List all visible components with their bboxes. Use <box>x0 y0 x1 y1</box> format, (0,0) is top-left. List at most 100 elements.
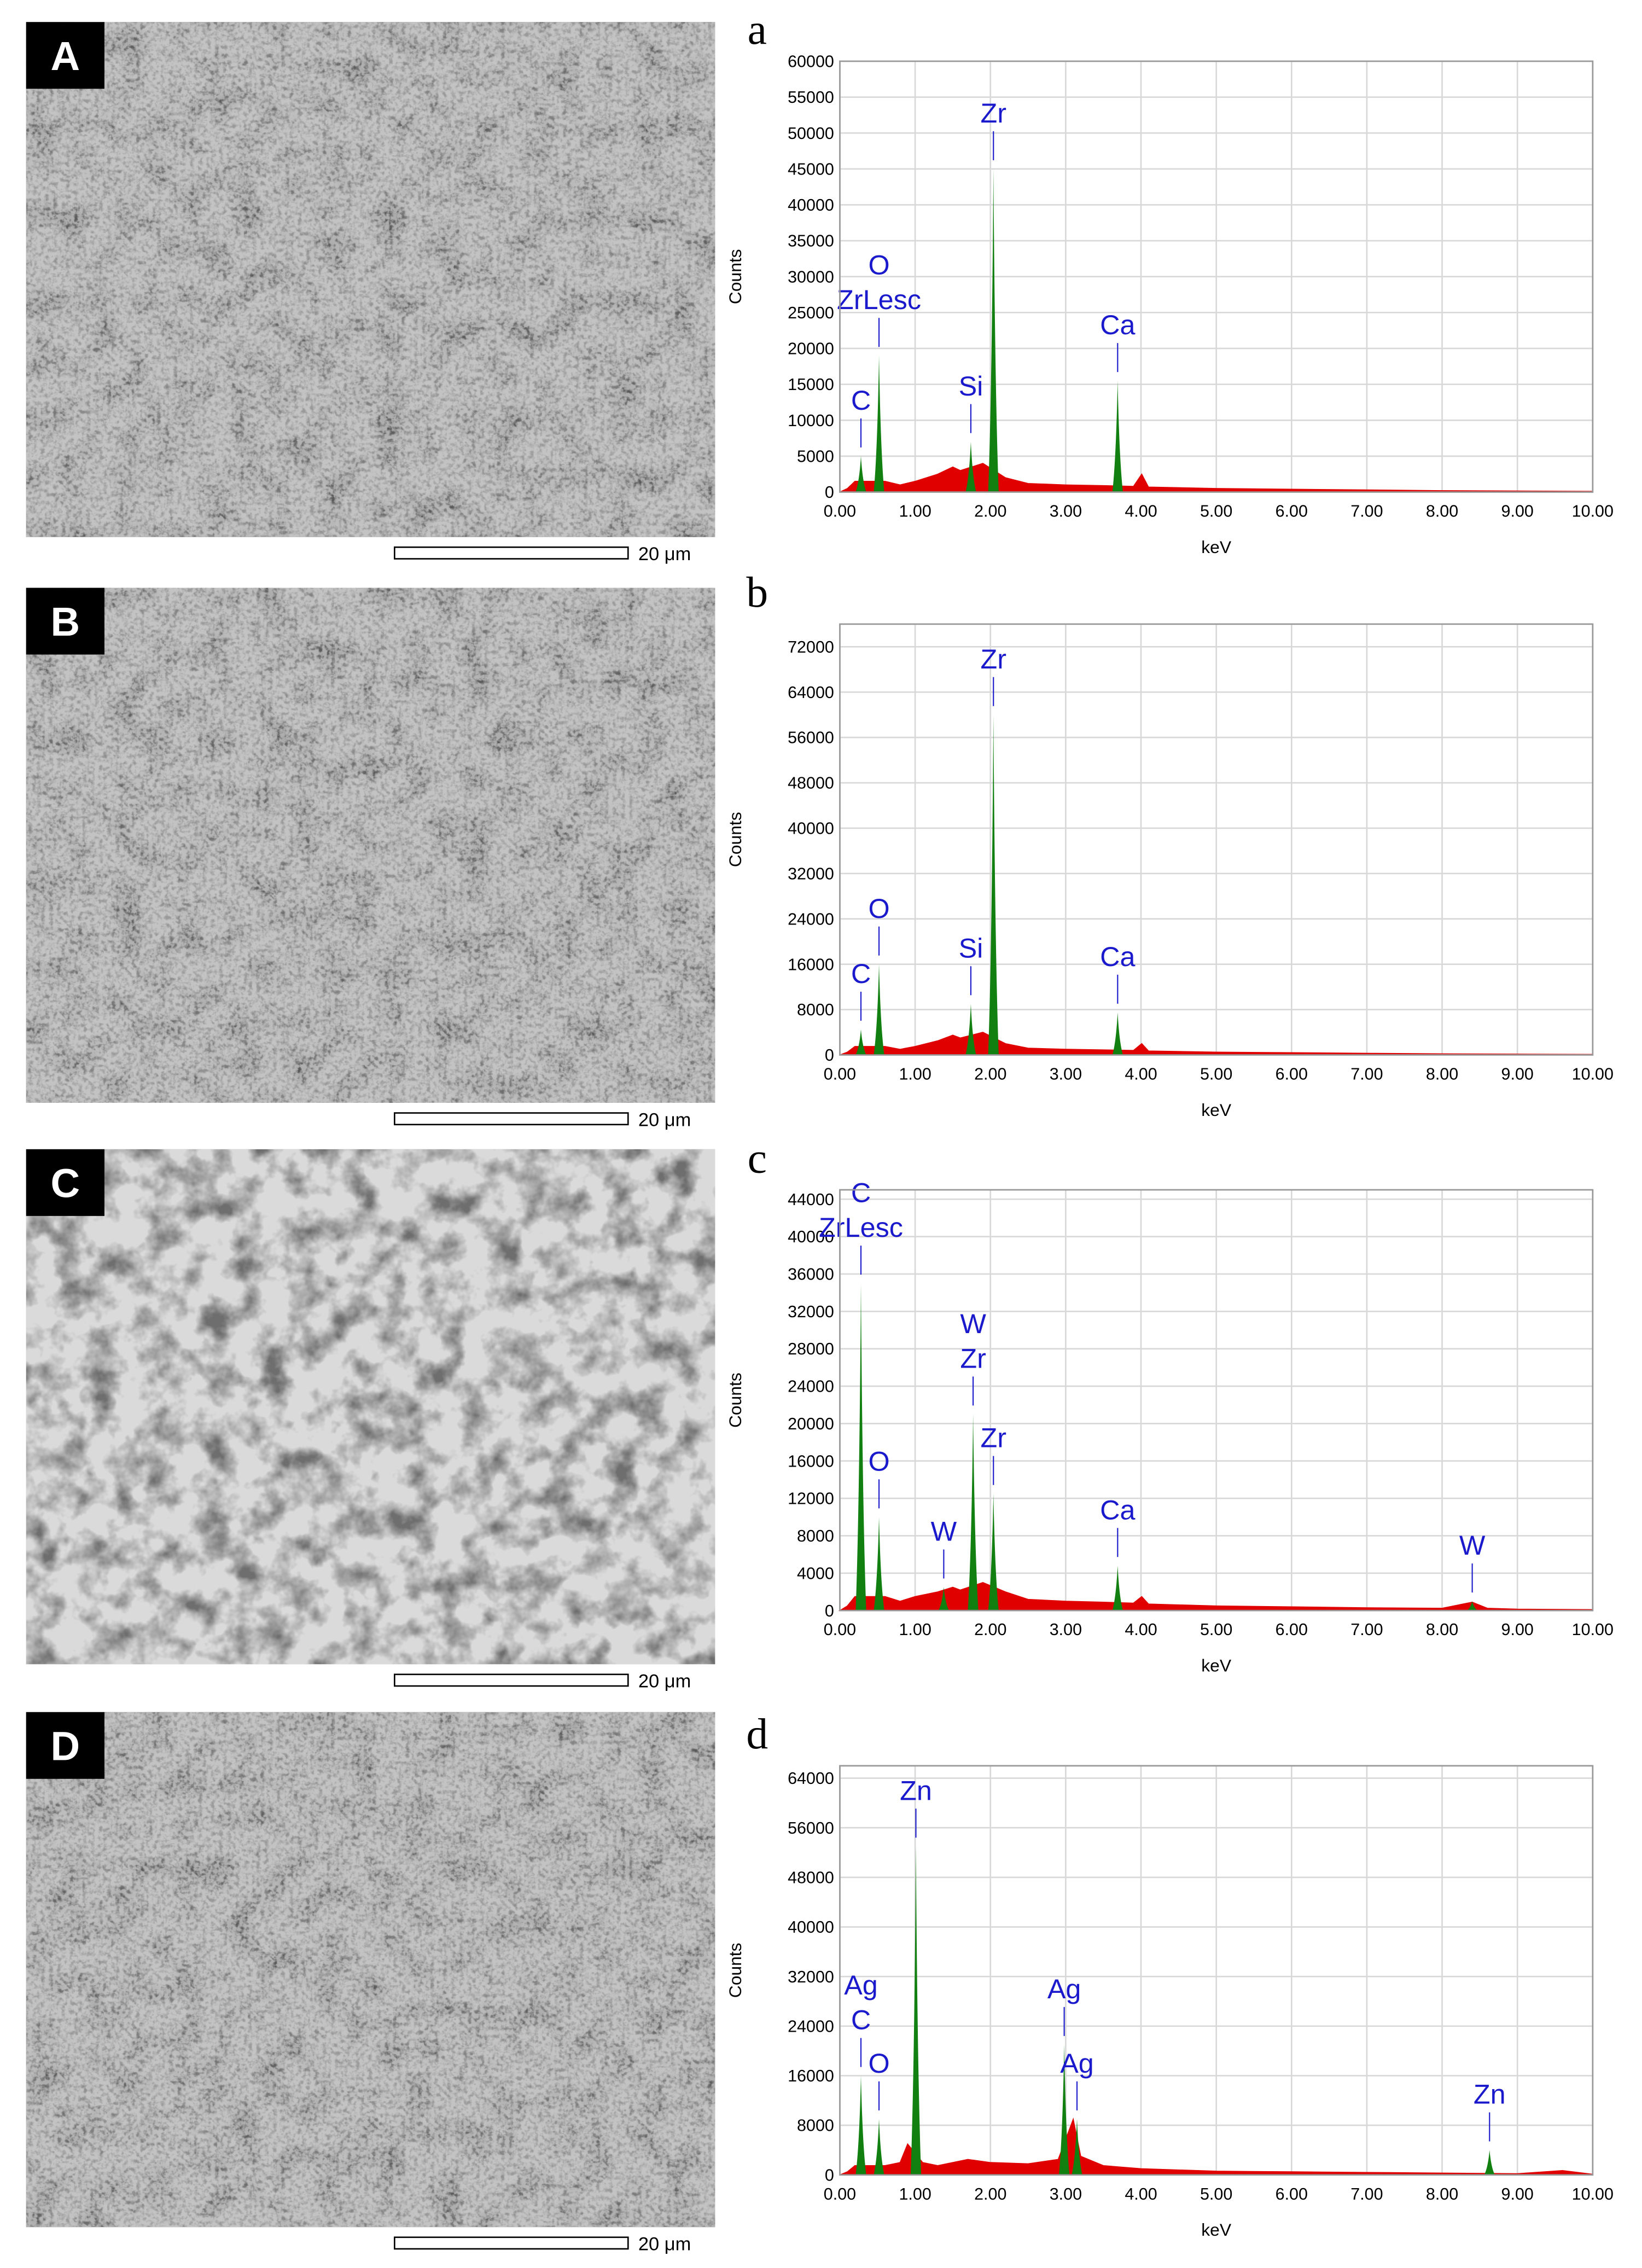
x-tick-label: 4.00 <box>1125 1065 1157 1084</box>
peak-label: O <box>868 2048 889 2079</box>
peak-label: ZrLesc <box>819 1212 903 1243</box>
sem-image-texture <box>26 1149 715 1665</box>
y-tick-label: 40000 <box>788 1918 834 1936</box>
panel-label-box <box>26 1149 104 1216</box>
peak <box>874 1517 884 1611</box>
scale-bar <box>394 546 629 560</box>
x-tick-label: 3.00 <box>1050 502 1082 521</box>
x-tick-label: 2.00 <box>974 502 1006 521</box>
y-tick-label: 64000 <box>788 683 834 702</box>
x-tick-label: 9.00 <box>1501 1065 1534 1084</box>
sem-image-texture <box>26 22 715 537</box>
y-tick-label: 24000 <box>788 2017 834 2036</box>
scale-bar-label: 20 μm <box>638 1671 691 1692</box>
plot-border <box>839 1189 1594 1612</box>
y-tick-label: 8000 <box>797 2116 834 2135</box>
x-tick-label: 4.00 <box>1125 502 1157 521</box>
peak <box>1112 1566 1123 1611</box>
peak-label: W <box>1459 1530 1486 1561</box>
peak <box>1466 1601 1478 1611</box>
x-tick-label: 10.00 <box>1572 1620 1614 1639</box>
panel-label-box <box>26 588 104 655</box>
scale-bar-label: 20 μm <box>638 2234 691 2255</box>
chart-title: a <box>748 5 767 54</box>
x-tick-label: 2.00 <box>974 1620 1006 1639</box>
y-tick-label: 0 <box>825 1046 834 1065</box>
peak-label: Ag <box>1060 2048 1094 2079</box>
peak <box>1112 1012 1123 1055</box>
plot-border <box>839 60 1594 493</box>
y-tick-label: 60000 <box>788 52 834 71</box>
peak-label: Zn <box>1474 2079 1506 2110</box>
panel-label: C <box>51 1160 80 1206</box>
x-tick-label: 8.00 <box>1426 1065 1458 1084</box>
y-axis-label: Counts <box>725 812 745 867</box>
peak <box>855 1029 866 1055</box>
peak-label: ZrLesc <box>837 284 921 315</box>
peak <box>874 2119 884 2175</box>
panel-label: A <box>51 33 80 79</box>
y-tick-label: 24000 <box>788 1377 834 1396</box>
sem-image-texture <box>26 1712 715 2228</box>
y-tick-label: 25000 <box>788 304 834 322</box>
peak <box>968 1414 979 1611</box>
scale-bar <box>394 1673 629 1687</box>
y-tick-label: 36000 <box>788 1265 834 1284</box>
peak-label: W <box>960 1308 986 1339</box>
peak-label: C <box>851 385 871 416</box>
peak <box>1484 2150 1495 2175</box>
peak <box>1112 381 1123 492</box>
x-tick-label: 6.00 <box>1276 1620 1308 1639</box>
y-tick-label: 20000 <box>788 1415 834 1433</box>
peak-label: Si <box>959 370 983 402</box>
x-axis-label: keV <box>1201 2220 1232 2240</box>
y-tick-label: 44000 <box>788 1190 834 1209</box>
peak <box>874 356 884 492</box>
x-tick-label: 7.00 <box>1350 1065 1383 1084</box>
x-tick-label: 6.00 <box>1276 502 1308 521</box>
y-tick-label: 0 <box>825 2166 834 2184</box>
y-tick-label: 32000 <box>788 1968 834 1986</box>
x-tick-label: 7.00 <box>1350 502 1383 521</box>
peak <box>938 1587 950 1611</box>
peak-label: Ca <box>1100 1494 1136 1525</box>
x-axis-label: keV <box>1201 537 1232 557</box>
peak-label: O <box>868 893 889 924</box>
y-tick-label: 16000 <box>788 1452 834 1470</box>
y-tick-label: 48000 <box>788 1868 834 1887</box>
y-tick-label: 28000 <box>788 1340 834 1358</box>
y-tick-label: 12000 <box>788 1490 834 1508</box>
scale-bar <box>394 2236 629 2250</box>
x-tick-label: 5.00 <box>1200 2185 1232 2203</box>
panel-label: B <box>51 599 80 644</box>
y-tick-label: 64000 <box>788 1769 834 1788</box>
background-area <box>838 1582 1593 1611</box>
peak-label: W <box>931 1516 957 1547</box>
peak <box>855 456 866 492</box>
x-tick-label: 6.00 <box>1276 2185 1308 2203</box>
x-tick-label: 3.00 <box>1050 2185 1082 2203</box>
plot-border <box>839 623 1594 1056</box>
y-tick-label: 4000 <box>797 1564 834 1583</box>
x-tick-label: 2.00 <box>974 2185 1006 2203</box>
y-tick-label: 5000 <box>797 447 834 466</box>
peak-label: Ca <box>1100 309 1136 340</box>
y-tick-label: 10000 <box>788 411 834 430</box>
x-tick-label: 10.00 <box>1572 502 1614 521</box>
x-tick-label: 4.00 <box>1125 2185 1157 2203</box>
y-tick-label: 32000 <box>788 864 834 883</box>
panel-label-box <box>26 1712 104 1779</box>
y-tick-label: 32000 <box>788 1302 834 1321</box>
x-tick-label: 5.00 <box>1200 502 1232 521</box>
scale-bar-label: 20 μm <box>638 544 691 565</box>
panel-label-box <box>26 22 104 89</box>
peak <box>965 1004 976 1055</box>
y-tick-label: 8000 <box>797 1527 834 1545</box>
scale-bar <box>394 1112 629 1126</box>
y-tick-label: 16000 <box>788 955 834 974</box>
y-axis-label: Counts <box>725 1373 745 1428</box>
x-tick-label: 8.00 <box>1426 2185 1458 2203</box>
chart-title: d <box>746 1710 768 1758</box>
peak <box>988 714 999 1055</box>
chart-title: b <box>746 568 768 617</box>
